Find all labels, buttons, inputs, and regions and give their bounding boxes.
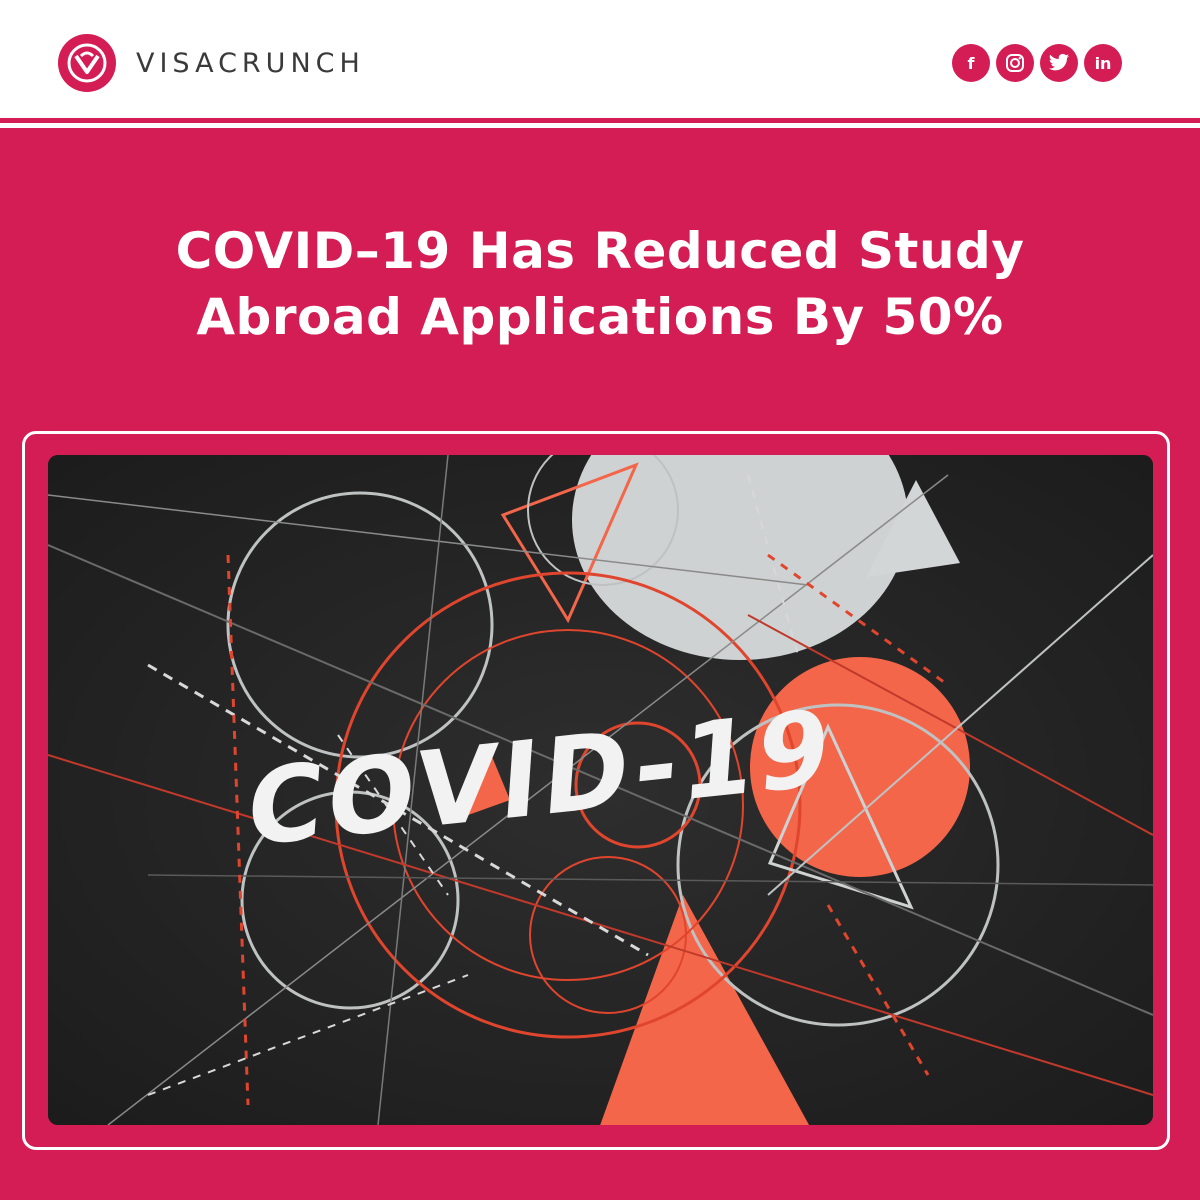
instagram-icon[interactable] — [996, 44, 1034, 82]
twitter-icon[interactable] — [1040, 44, 1078, 82]
page-title-line-2: Abroad Applications By 50% — [196, 288, 1004, 346]
page-title: COVID–19 Has Reduced Study Abroad Applic… — [0, 218, 1200, 350]
brand-logo[interactable]: VISACRUNCH — [58, 34, 365, 92]
page-title-line-1: COVID–19 Has Reduced Study — [175, 222, 1025, 280]
facebook-icon[interactable]: f — [952, 44, 990, 82]
visacrunch-logo-icon — [58, 34, 116, 92]
linkedin-label: in — [1094, 53, 1112, 73]
instagram-glyph — [1006, 54, 1024, 72]
twitter-glyph — [1048, 53, 1070, 71]
social-links: f in — [952, 44, 1122, 82]
linkedin-icon[interactable]: in — [1084, 44, 1122, 82]
facebook-label: f — [967, 53, 975, 73]
image-frame — [22, 431, 1170, 1150]
header-divider — [0, 118, 1200, 123]
covid-illustration-art: COVID-19 — [48, 455, 1153, 1125]
covid-illustration: COVID-19 — [48, 455, 1153, 1125]
brand-name: VISACRUNCH — [136, 47, 365, 79]
header-divider-gap — [0, 123, 1200, 128]
